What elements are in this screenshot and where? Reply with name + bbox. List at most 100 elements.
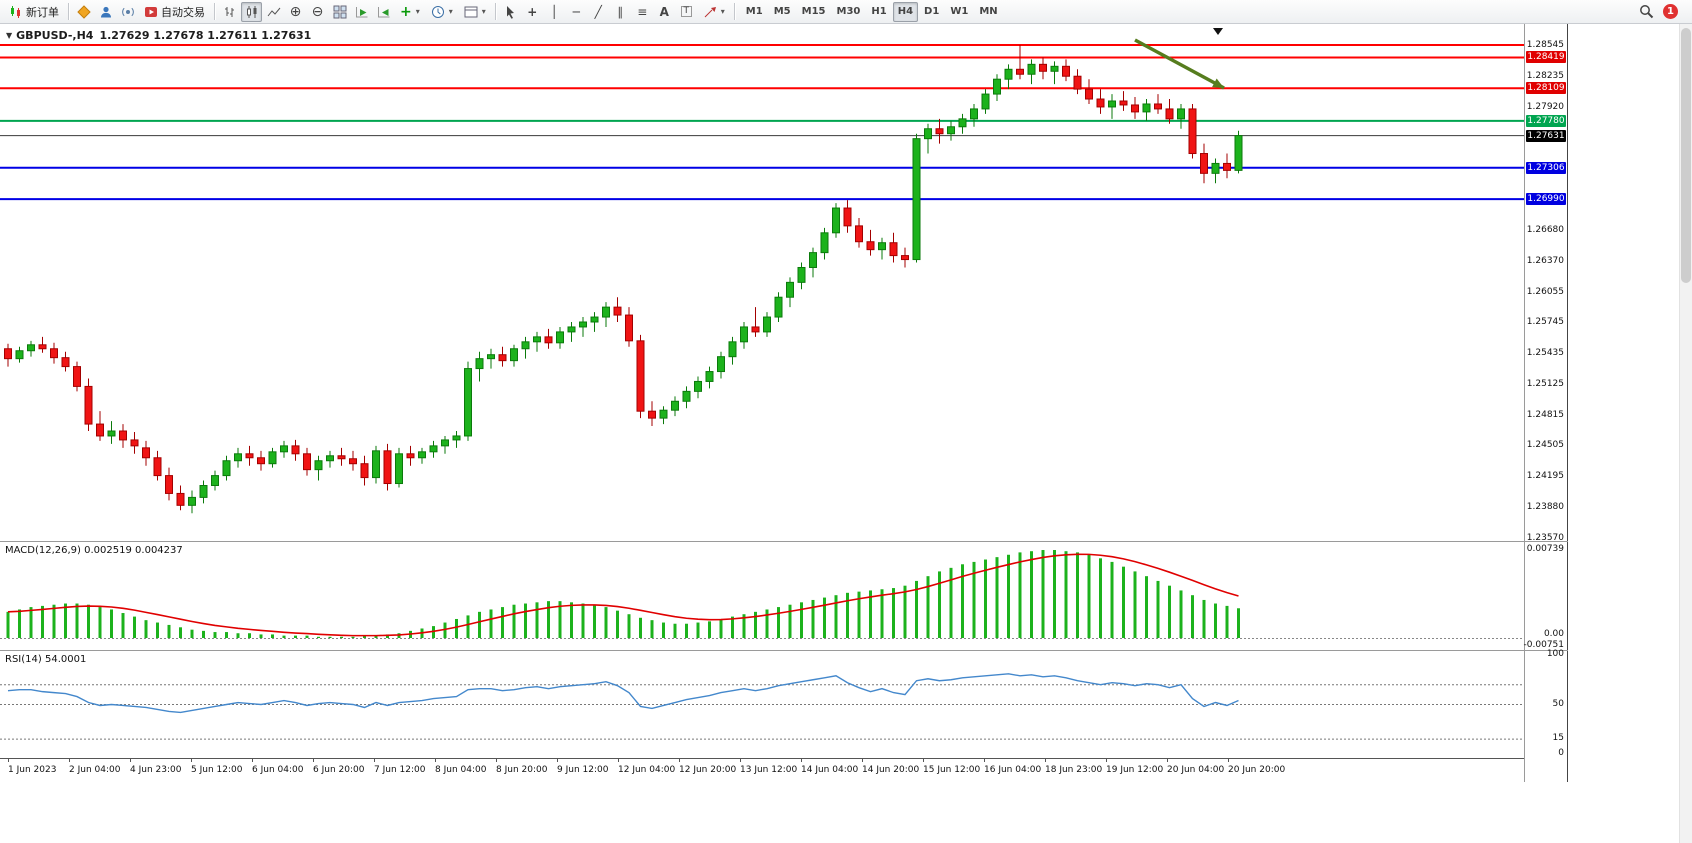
notification-badge[interactable]: 1 bbox=[1663, 4, 1678, 19]
price-axis-label: 1.25435 bbox=[1526, 348, 1564, 359]
time-tick bbox=[130, 759, 131, 762]
macd-canvas[interactable] bbox=[0, 542, 1524, 650]
trend-arrow-annotation[interactable] bbox=[1134, 38, 1225, 90]
symbol-dropdown-icon[interactable]: ▼ bbox=[6, 31, 13, 40]
indicator-axis-label: 50 bbox=[1552, 698, 1564, 709]
indicator-axis-label: 0.00739 bbox=[1526, 544, 1564, 554]
search-icon[interactable] bbox=[1639, 4, 1654, 19]
time-axis-label: 4 Jun 23:00 bbox=[130, 765, 182, 775]
channel-button[interactable]: ∥ bbox=[610, 2, 631, 22]
time-tick bbox=[984, 759, 985, 762]
time-axis-label: 18 Jun 23:00 bbox=[1045, 765, 1103, 775]
text-tool-button[interactable]: A bbox=[654, 2, 675, 22]
panel-separator bbox=[1525, 650, 1568, 651]
candlestick-chart-button[interactable] bbox=[241, 1, 262, 22]
scrollbar-thumb[interactable] bbox=[1681, 28, 1691, 283]
trendline-button[interactable]: ╱ bbox=[588, 2, 609, 22]
line-chart-icon bbox=[267, 7, 280, 16]
timeframe-m30-button[interactable]: M30 bbox=[836, 6, 861, 17]
community-button[interactable] bbox=[117, 2, 138, 22]
price-axis-label: 1.28545 bbox=[1526, 40, 1564, 50]
timeframe-h1-button[interactable]: H1 bbox=[871, 6, 887, 17]
auto-scroll-button[interactable] bbox=[351, 2, 372, 22]
timeframe-m1-button[interactable]: M1 bbox=[745, 6, 763, 17]
price-axis-label: 1.25745 bbox=[1526, 317, 1564, 328]
crosshair-icon: + bbox=[527, 4, 538, 19]
time-axis-label: 8 Jun 20:00 bbox=[496, 765, 548, 775]
timeframe-m15-button[interactable]: M15 bbox=[801, 6, 826, 17]
timeframe-m5-button[interactable]: M5 bbox=[773, 6, 791, 17]
time-tick bbox=[8, 759, 9, 762]
price-axis-label: 1.24815 bbox=[1526, 409, 1564, 420]
chart-shift-button[interactable] bbox=[373, 2, 394, 22]
indicators-icon: + bbox=[400, 3, 412, 20]
zoom-out-button[interactable]: ⊖ bbox=[307, 2, 328, 22]
price-axis-label: 1.27920 bbox=[1526, 101, 1564, 112]
timeframe-h4-button[interactable]: H4 bbox=[892, 1, 919, 22]
dropdown-icon: ▾ bbox=[720, 7, 725, 16]
price-axis-label: 1.24505 bbox=[1526, 440, 1564, 451]
tile-windows-button[interactable] bbox=[329, 2, 350, 22]
new-order-button[interactable]: 新订单 bbox=[4, 2, 64, 22]
label-tool-button[interactable]: T bbox=[676, 2, 697, 22]
profile-button[interactable] bbox=[95, 2, 116, 22]
dropdown-icon: ▾ bbox=[415, 7, 420, 16]
time-axis-label: 15 Jun 12:00 bbox=[923, 765, 981, 775]
scrollbar[interactable] bbox=[1679, 0, 1692, 843]
price-chart-canvas[interactable] bbox=[0, 24, 1524, 541]
mql5-button[interactable] bbox=[73, 2, 94, 22]
bar-chart-button[interactable] bbox=[219, 2, 240, 22]
chart-shift-marker[interactable] bbox=[1213, 28, 1223, 35]
price-tag-blue: 1.26990 bbox=[1526, 193, 1566, 206]
zoom-in-button[interactable]: ⊕ bbox=[285, 2, 306, 22]
rsi-canvas[interactable] bbox=[0, 651, 1524, 758]
templates-button[interactable]: ▾ bbox=[459, 2, 491, 22]
timeframe-w1-button[interactable]: W1 bbox=[950, 6, 969, 17]
price-axis[interactable]: 1.28545 1.28419 1.28235 1.28109 1.27920 1.277… bbox=[1524, 24, 1568, 782]
profile-icon bbox=[100, 6, 111, 17]
periods-button[interactable]: ▾ bbox=[426, 2, 458, 22]
time-axis-label: 14 Jun 04:00 bbox=[801, 765, 859, 775]
price-panel[interactable]: ▼ GBPUSD-,H4 1.27629 1.27678 1.27611 1.276… bbox=[0, 24, 1524, 541]
macd-label: MACD(12,26,9) 0.002519 0.004237 bbox=[5, 545, 183, 556]
line-chart-button[interactable] bbox=[263, 2, 284, 22]
indicators-button[interactable]: + ▾ bbox=[395, 2, 425, 22]
time-tick bbox=[1106, 759, 1107, 762]
rsi-panel[interactable]: RSI(14) 54.0001 bbox=[0, 650, 1524, 758]
new-order-icon bbox=[11, 5, 20, 18]
autotrading-icon bbox=[145, 6, 157, 17]
timeframe-mn-button[interactable]: MN bbox=[979, 6, 998, 17]
cursor-button[interactable] bbox=[500, 2, 521, 22]
time-tick bbox=[557, 759, 558, 762]
time-axis-label: 8 Jun 04:00 bbox=[435, 765, 487, 775]
macd-panel[interactable]: MACD(12,26,9) 0.002519 0.004237 bbox=[0, 541, 1524, 650]
time-tick bbox=[862, 759, 863, 762]
toolbar-right: 1 bbox=[1639, 4, 1688, 19]
shapes-button[interactable]: ▾ bbox=[698, 2, 730, 22]
horizontal-lines[interactable] bbox=[0, 44, 1524, 201]
time-tick bbox=[435, 759, 436, 762]
horizontal-line-button[interactable]: ─ bbox=[566, 2, 587, 22]
crosshair-button[interactable]: + bbox=[522, 2, 543, 22]
autotrading-button[interactable]: 自动交易 bbox=[139, 2, 210, 22]
time-axis-label: 20 Jun 04:00 bbox=[1167, 765, 1225, 775]
price-axis-label: 1.26055 bbox=[1526, 286, 1564, 297]
tile-windows-icon bbox=[333, 5, 346, 18]
macd-histogram bbox=[6, 550, 1240, 638]
fibonacci-button[interactable]: ≡ bbox=[632, 2, 653, 22]
mql5-icon bbox=[76, 4, 91, 19]
time-tick bbox=[1228, 759, 1229, 762]
time-axis-label: 12 Jun 20:00 bbox=[679, 765, 737, 775]
time-axis[interactable]: 1 Jun 2023 2 Jun 04:00 4 Jun 23:00 5 Jun 12… bbox=[0, 758, 1568, 782]
candles bbox=[4, 45, 1243, 514]
time-axis-label: 6 Jun 20:00 bbox=[313, 765, 365, 775]
dropdown-icon: ▾ bbox=[448, 7, 453, 16]
timeframe-d1-button[interactable]: D1 bbox=[924, 6, 940, 17]
separator bbox=[68, 3, 69, 20]
time-axis-label: 7 Jun 12:00 bbox=[374, 765, 426, 775]
price-axis-label: 1.23880 bbox=[1526, 502, 1564, 513]
vertical-line-button[interactable]: │ bbox=[544, 2, 565, 22]
time-axis-label: 5 Jun 12:00 bbox=[191, 765, 243, 775]
price-tag-green: 1.27780 bbox=[1526, 114, 1566, 127]
